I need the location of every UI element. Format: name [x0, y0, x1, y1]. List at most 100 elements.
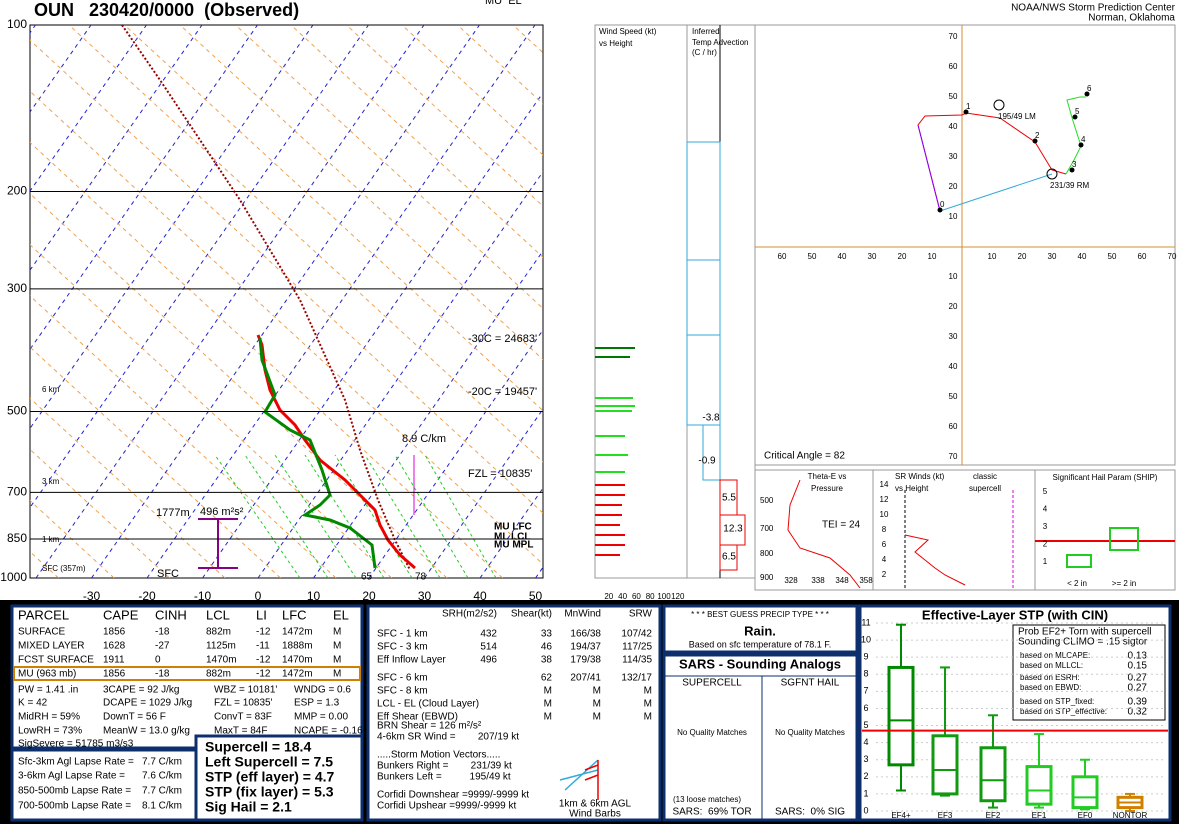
pressure-label: 300: [7, 281, 27, 295]
theta-tick: 900: [760, 573, 774, 582]
factor-value: 0.27: [1128, 683, 1148, 694]
kin-label: SFC - 6 km: [377, 673, 428, 684]
temp-label: 78: [415, 572, 427, 583]
prob-title: Prob EF2+ Torn with supercell: [1018, 627, 1152, 638]
sfc-label: SFC: [157, 568, 179, 580]
rm-marker: [1046, 168, 1058, 180]
stp-category: EF0: [1078, 811, 1093, 820]
precip-box: [662, 604, 859, 654]
parcel-cell: 1628: [103, 641, 126, 652]
isotherm: [30, 25, 258, 351]
advection-value: 6.5: [722, 552, 736, 563]
sr-trace: [904, 534, 966, 586]
kin-cell: 117/25: [622, 642, 652, 653]
kin-line: BRN Shear = 126 m²/s²: [377, 721, 482, 732]
factor-value: 0.15: [1128, 661, 1148, 672]
lm-label: 195/49 LM: [998, 112, 1036, 121]
hodo-point-label: 0: [940, 200, 945, 209]
level-label: -30C = 24683': [468, 333, 537, 345]
stp-category: EF3: [938, 811, 953, 820]
hodo-tick: 30: [949, 332, 958, 341]
kin-cell: 166/38: [570, 629, 601, 640]
index-cell: FZL = 10835': [214, 698, 273, 709]
lapse-value: 7.7 C/km: [142, 757, 182, 768]
factor-value: 0.13: [1128, 651, 1148, 662]
hodo-point: [1032, 138, 1038, 144]
parcel-cell: MIXED LAYER: [18, 641, 85, 652]
pressure-label: 200: [7, 184, 27, 198]
parcel-cell: -27: [155, 641, 170, 652]
theta-tick: 328: [784, 576, 798, 585]
hodo-tick: 70: [949, 32, 958, 41]
kin-cell: M: [644, 686, 652, 697]
temperature-label: 30: [418, 589, 432, 603]
wind-tick: 120: [671, 592, 685, 601]
sars-matches: No Quality Matches: [677, 728, 747, 737]
index-cell: ESP = 1.3: [294, 698, 340, 709]
index-cell: MaxT = 84F: [214, 726, 267, 737]
ship-tick: 2: [1043, 540, 1048, 549]
sars-column: SUPERCELL: [682, 678, 742, 689]
hodo-tick: 10: [988, 252, 997, 261]
lapse-label: 850-500mb Lapse Rate =: [18, 786, 131, 797]
parcel-cell: 1470m: [206, 655, 237, 666]
sr-tick: 8: [882, 525, 887, 534]
moist-adiabat: [364, 454, 441, 578]
isotherm: [146, 25, 536, 578]
composite-param: Left Supercell = 7.5: [205, 754, 333, 770]
sr-tick: 14: [880, 480, 889, 489]
parcel-header: CAPE: [103, 607, 139, 622]
isotherm: [30, 25, 314, 430]
theta-e-trace: [787, 479, 861, 589]
sars-sig: SARS: 0% SIG: [775, 807, 845, 818]
stp-tick: 4: [863, 737, 868, 747]
pressure-label: 500: [7, 404, 27, 418]
parcel-cell: 0: [155, 655, 161, 666]
tei: TEI = 24: [822, 520, 861, 531]
sars-matches: No Quality Matches: [775, 728, 845, 737]
panel-title: Significant Hail Param (SHIP): [1053, 473, 1158, 482]
pressure-label: 850: [7, 531, 27, 545]
temperature-label: 10: [307, 589, 321, 603]
isotherm: [91, 25, 480, 578]
parcel-cell: 882m: [206, 669, 231, 680]
kin-cell: M: [644, 699, 652, 710]
wind-bars: [595, 347, 635, 556]
parcel-cell: 1472m: [282, 669, 313, 680]
iqr-box: [1071, 775, 1099, 810]
kin-cell: 514: [480, 642, 497, 653]
hodo-tick: 50: [949, 92, 958, 101]
dewpoint-label: 65: [361, 572, 373, 583]
moist-adiabat: [304, 454, 385, 578]
stp-category: NONTOR: [1113, 811, 1148, 820]
index-cell: DCAPE = 1029 J/kg: [103, 698, 192, 709]
panel-title: vs Height: [895, 484, 929, 493]
composite-box: [194, 734, 364, 822]
barb-icon: [584, 760, 599, 800]
hodo-tick: 30: [868, 252, 877, 261]
sars-title: SARS - Sounding Analogs: [679, 656, 841, 671]
parcel-cell: -12: [256, 655, 271, 666]
hodo-tick: 60: [1138, 252, 1147, 261]
kin-cell: M: [593, 686, 601, 697]
moist-adiabat: [244, 454, 329, 578]
iqr-box: [1025, 765, 1053, 806]
parcel-header: CINH: [155, 607, 187, 622]
lapse-label: 8.9 C/km: [402, 433, 446, 445]
stp-category: EF4+: [891, 811, 911, 820]
kin-label: LCL - EL (Cloud Layer): [377, 699, 479, 710]
stp-tick: 8: [863, 669, 868, 679]
kin-line: Bunkers Right = 231/39 kt: [377, 761, 512, 772]
parcel-cell: SURFACE: [18, 627, 66, 638]
hodo-tick: 50: [949, 392, 958, 401]
stp-tick: 10: [861, 634, 871, 644]
lapse-box: [10, 748, 198, 822]
kin-cell: 114/35: [622, 655, 652, 666]
hodo-tick: 70: [949, 452, 958, 461]
kin-line: Corfidi Upshear =9999/-9999 kt: [377, 801, 516, 812]
isotherm: [30, 25, 147, 192]
advection-value: -0.9: [698, 456, 716, 467]
parcel-cell: 1470m: [282, 655, 313, 666]
factor-value: 0.27: [1128, 673, 1148, 684]
wind-tick: 100: [657, 592, 671, 601]
